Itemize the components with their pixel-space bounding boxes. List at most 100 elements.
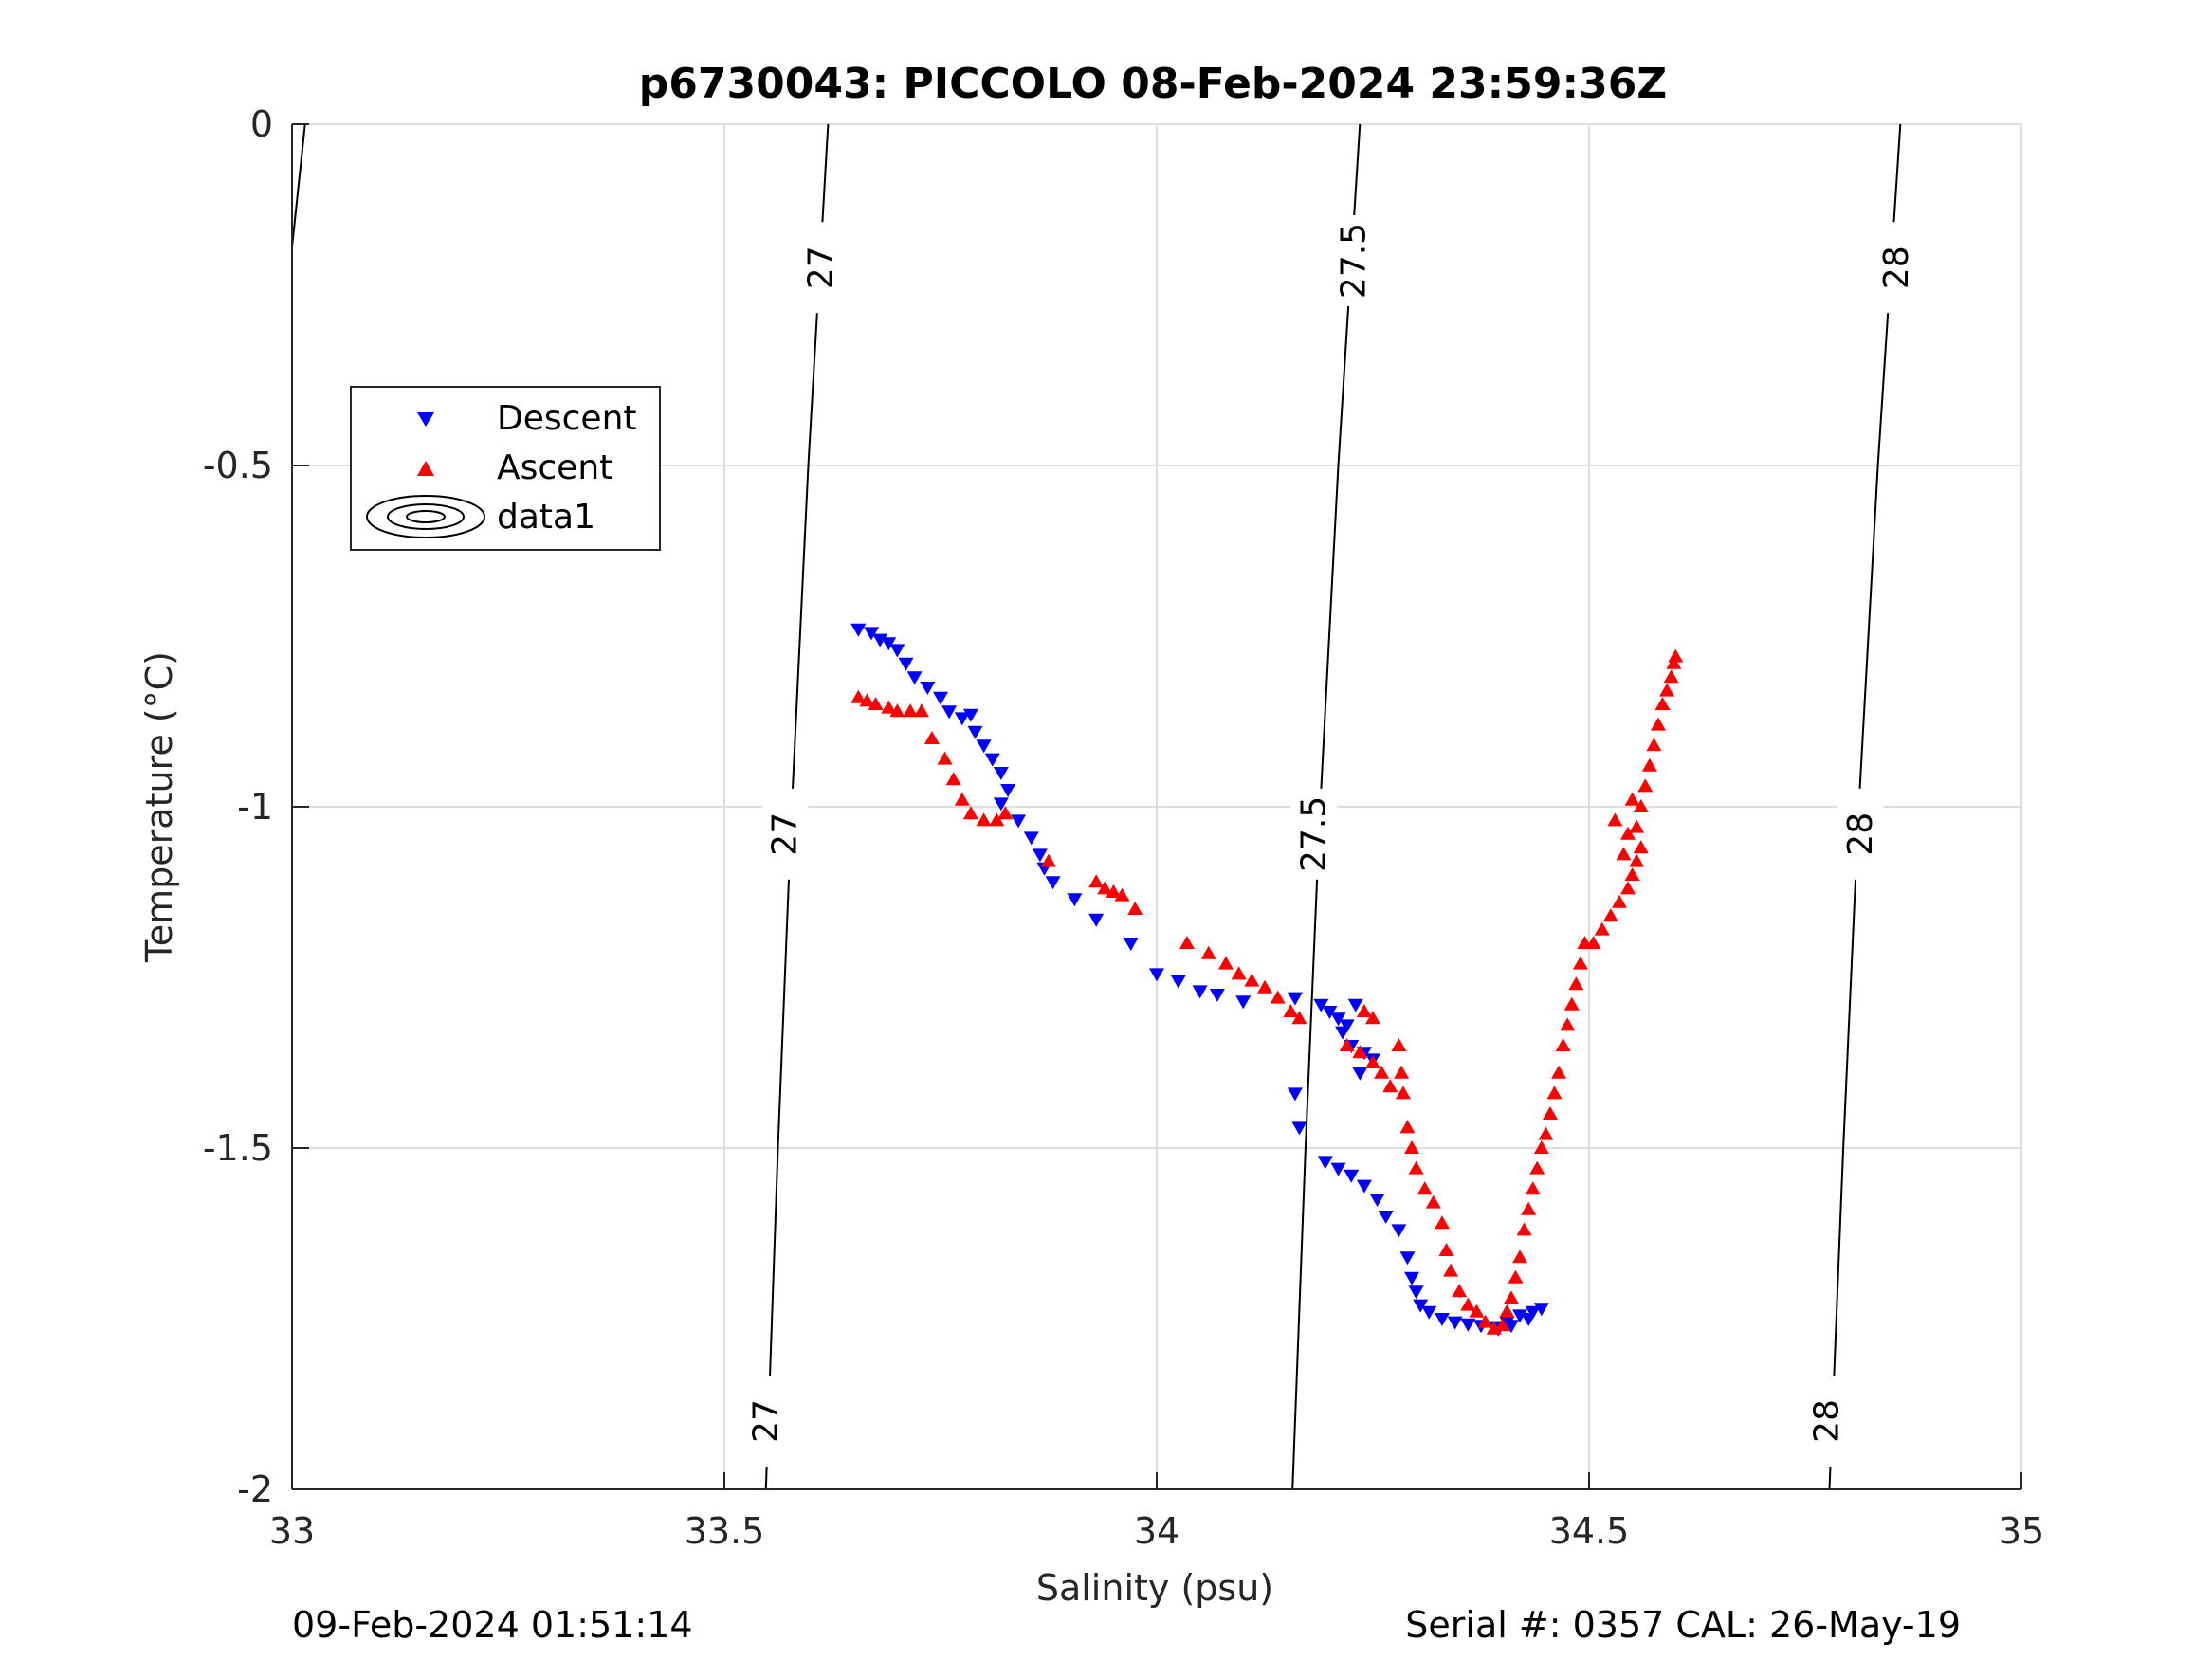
- x-tick-label: 34.5: [1549, 1510, 1630, 1552]
- ascent-point: [1629, 819, 1645, 833]
- descent-point: [1000, 784, 1016, 797]
- ascent-point: [881, 700, 897, 714]
- contour-label-bg: [1290, 788, 1337, 880]
- ascent-point: [1244, 973, 1260, 987]
- descent-point: [864, 627, 880, 641]
- ascent-point: [1533, 1140, 1549, 1154]
- descent-point: [1413, 1299, 1429, 1313]
- ascent-point: [1291, 1011, 1307, 1025]
- descent-point: [1344, 1169, 1360, 1183]
- ascent-point: [1097, 881, 1113, 895]
- descent-point: [941, 705, 958, 720]
- ascent-point: [1394, 1065, 1410, 1079]
- ascent-point: [1633, 799, 1649, 812]
- descent-point: [1045, 876, 1061, 890]
- ascent-point: [1629, 853, 1645, 867]
- descent-point: [889, 644, 905, 658]
- descent-point: [1170, 975, 1186, 989]
- descent-point: [1322, 1006, 1338, 1019]
- descent-point: [1032, 848, 1048, 863]
- ascent-point: [1611, 894, 1627, 908]
- descent-point: [954, 712, 970, 726]
- descent-point: [1330, 1162, 1346, 1176]
- descent-point: [1317, 1156, 1333, 1170]
- y-tick-label: -0.5: [203, 445, 273, 486]
- ascent-point: [954, 792, 970, 806]
- ascent-point: [1659, 683, 1675, 697]
- y-tick-label: 0: [250, 103, 273, 145]
- ascent-point: [1512, 1249, 1528, 1264]
- descent-point: [1378, 1211, 1394, 1224]
- descent-point: [1088, 913, 1105, 927]
- descent-point: [1460, 1318, 1476, 1332]
- contour-label: 27: [765, 812, 804, 856]
- ascent-point: [1374, 1065, 1390, 1079]
- contour-label: 28: [1877, 246, 1916, 289]
- descent-point: [984, 753, 1000, 767]
- descent-point: [1339, 1019, 1355, 1033]
- legend-descent-label: Descent: [497, 399, 637, 438]
- descent-point: [933, 691, 948, 705]
- ascent-point: [1106, 884, 1122, 898]
- descent-point: [1447, 1316, 1463, 1330]
- ascent-point: [1179, 936, 1195, 949]
- ascent-point: [1620, 881, 1636, 895]
- footer-serial-cal: Serial #: 0357 CAL: 26-May-19: [1405, 1604, 1961, 1646]
- ascent-point: [1417, 1181, 1433, 1195]
- descent-point: [1023, 831, 1039, 846]
- x-tick-label: 34: [1134, 1510, 1179, 1552]
- ascent-point: [850, 689, 867, 703]
- ascent-point: [1231, 966, 1247, 980]
- legend-ascent-label: Ascent: [497, 448, 612, 487]
- ascent-point: [1646, 738, 1662, 752]
- contour-label-bg: [761, 788, 808, 880]
- descent-point: [1235, 995, 1252, 1010]
- x-tick-label: 33: [269, 1510, 315, 1552]
- contour-label: 28: [1841, 812, 1880, 856]
- ascent-point: [1555, 1038, 1571, 1051]
- ascent-point: [1650, 717, 1666, 731]
- descent-point: [1369, 1194, 1385, 1207]
- descent-point: [962, 708, 978, 722]
- contour-label: 28: [1807, 1399, 1846, 1443]
- descent-point: [1067, 893, 1083, 907]
- ascent-point: [1563, 996, 1580, 1011]
- ascent-point: [962, 806, 978, 820]
- descent-point: [850, 623, 867, 637]
- ascent-point: [923, 731, 940, 744]
- legend-ascent-marker: [417, 461, 434, 476]
- ascent-point: [1538, 1126, 1554, 1140]
- descent-point: [906, 671, 923, 685]
- ascent-point: [1503, 1290, 1519, 1304]
- ascent-point: [1434, 1215, 1450, 1230]
- descent-point: [1503, 1320, 1519, 1334]
- descent-point: [967, 725, 983, 739]
- contour-label-bg: [1330, 215, 1377, 306]
- ascent-point: [1477, 1314, 1493, 1328]
- descent-point: [993, 767, 1009, 780]
- contour-label-bg: [798, 222, 845, 314]
- ascent-point: [1499, 1304, 1515, 1318]
- contour-label: 27: [802, 246, 841, 289]
- ascent-point: [1469, 1304, 1485, 1318]
- ascent-point: [1542, 1106, 1558, 1120]
- ascent-point: [1041, 853, 1056, 867]
- ascent-point: [1572, 956, 1588, 970]
- ascent-point: [1270, 990, 1286, 1004]
- descent-point: [1192, 985, 1208, 999]
- descent-point: [898, 657, 914, 671]
- data-series: [850, 623, 1684, 1337]
- footer-timestamp: 09-Feb-2024 01:51:14: [292, 1604, 693, 1646]
- ascent-point: [1404, 1140, 1420, 1154]
- descent-point: [1149, 968, 1164, 982]
- ascent-point: [1654, 697, 1671, 710]
- descent-point: [1011, 814, 1027, 829]
- descent-point: [1408, 1285, 1424, 1300]
- descent-point: [993, 797, 1009, 811]
- ascent-point: [1633, 840, 1649, 854]
- ascent-point: [1516, 1222, 1532, 1236]
- descent-point: [1356, 1179, 1372, 1194]
- descent-point: [1525, 1305, 1541, 1320]
- chart-title: p6730043: PICCOLO 08-Feb-2024 23:59:36Z: [639, 60, 1667, 108]
